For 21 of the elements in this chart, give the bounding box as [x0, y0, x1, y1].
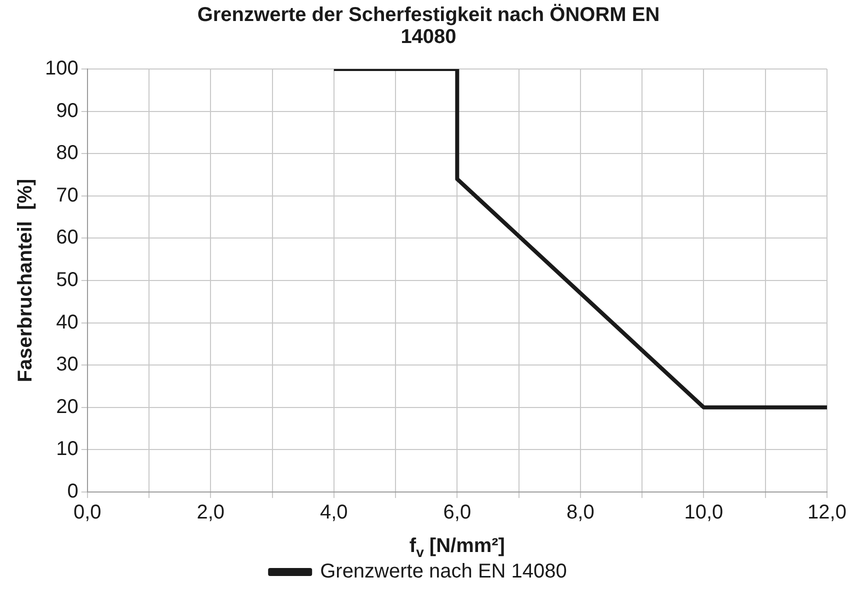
- y-tick-label: 60: [56, 226, 78, 249]
- y-tick-label: 0: [67, 480, 78, 503]
- y-tick-label: 40: [56, 311, 78, 334]
- y-tick-label: 80: [56, 142, 78, 164]
- x-tick-label: 10,0: [684, 502, 724, 524]
- y-tick-label: 30: [56, 354, 78, 376]
- x-tick-label: 8,0: [566, 502, 594, 524]
- x-tick-label: 4,0: [320, 502, 348, 524]
- y-tick-label: 20: [56, 396, 78, 418]
- y-tick-label: 70: [56, 184, 78, 206]
- chart-title: Grenzwerte der Scherfestigkeit nach ÖNORM EN 14080: [196, 2, 661, 50]
- y-tick-label: 10: [56, 438, 78, 460]
- y-tick-label: 50: [56, 269, 78, 292]
- x-tick-label: 2,0: [196, 502, 225, 524]
- x-tick-label: 6,0: [443, 502, 472, 524]
- y-axis-title: Faserbruchanteil [%]: [14, 178, 37, 382]
- y-tick-label: 100: [44, 58, 78, 80]
- x-tick-label: 0,0: [73, 502, 102, 524]
- x-tick-label: 12,0: [808, 502, 846, 524]
- legend-label: Grenzwerte nach EN 14080: [320, 560, 567, 583]
- y-tick-label: 90: [56, 100, 78, 122]
